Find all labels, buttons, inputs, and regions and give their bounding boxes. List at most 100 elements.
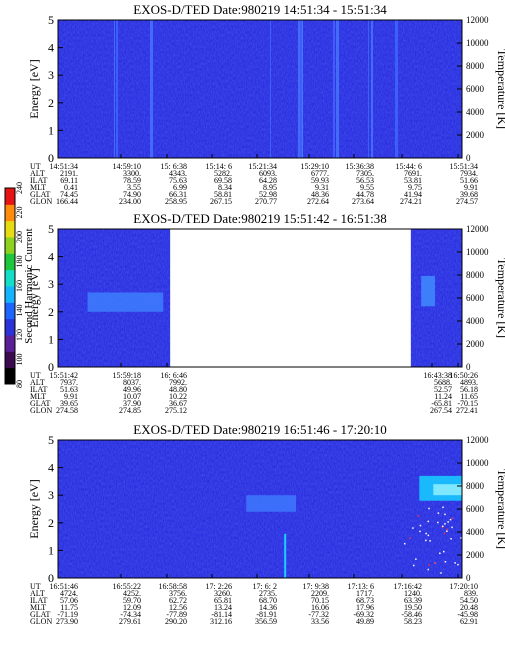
- orbit-value: 74.90: [123, 190, 141, 199]
- orbit-value: 17:16:42: [394, 582, 422, 591]
- panel-title: EXOS-D/TED Date:980219 15:51:42 - 16:51:…: [133, 211, 386, 226]
- y-tick-label: 2: [48, 516, 54, 530]
- orbit-value: 273.90: [56, 617, 78, 626]
- orbit-value: 7934.: [460, 169, 478, 178]
- scatter-dot: [443, 532, 446, 535]
- orbit-value: 52.98: [259, 190, 277, 199]
- y2-tick-label: 0: [466, 573, 471, 583]
- orbit-value: -74.34: [120, 610, 141, 619]
- orbit-value: 9.31: [315, 183, 329, 192]
- y2-axis-label: Temperature [K]: [495, 49, 505, 129]
- orbit-row-label: MLT: [30, 392, 46, 401]
- orbit-value: 15:51:42: [50, 371, 78, 380]
- orbit-value: 68.73: [356, 596, 374, 605]
- orbit-value: 3300.: [123, 169, 141, 178]
- orbit-value: 1240.: [404, 589, 422, 598]
- y-tick-label: 0: [48, 360, 54, 374]
- orbit-value: 78.59: [123, 176, 141, 185]
- scatter-dot: [441, 526, 444, 528]
- y-tick-label: 5: [48, 13, 54, 27]
- orbit-row-label: ALT: [30, 378, 45, 387]
- orbit-value: 11.65: [460, 392, 478, 401]
- y-tick-label: 2: [48, 305, 54, 319]
- y2-tick-label: 4000: [466, 107, 485, 117]
- orbit-value: 49.96: [123, 385, 141, 394]
- orbit-value: 66.31: [169, 190, 187, 199]
- intensity-streak: [116, 20, 118, 158]
- orbit-value: 274.58: [56, 406, 78, 415]
- orbit-value: -70.15: [457, 399, 478, 408]
- orbit-value: -58.46: [401, 610, 422, 619]
- orbit-value: 17: 6: 2: [253, 582, 277, 591]
- orbit-value: 14.36: [259, 603, 277, 612]
- orbit-row-label: ILAT: [30, 596, 47, 605]
- orbit-value: -77.89: [166, 610, 187, 619]
- intensity-streak: [333, 20, 335, 158]
- orbit-value: 4893.: [460, 378, 478, 387]
- y2-tick-label: 12000: [466, 224, 489, 234]
- orbit-value: 3.55: [127, 183, 141, 192]
- orbit-value: 16: 6:46: [161, 371, 187, 380]
- energy-band: [421, 275, 435, 307]
- orbit-value: 290.20: [165, 617, 187, 626]
- orbit-value: 11.75: [60, 603, 78, 612]
- orbit-value: 9.75: [408, 183, 422, 192]
- y2-tick-label: 10000: [466, 247, 489, 257]
- orbit-value: 17:13: 6: [348, 582, 374, 591]
- y-tick-label: 5: [48, 222, 54, 236]
- orbit-value: 15:14: 6: [206, 162, 232, 171]
- orbit-value: 54.50: [460, 596, 478, 605]
- scatter-dot: [425, 539, 427, 542]
- scatter-dot: [444, 561, 447, 563]
- orbit-value: 4343.: [169, 169, 187, 178]
- colorbar-tick-label: 160: [15, 280, 24, 292]
- colorbar-swatch: [5, 286, 15, 303]
- y2-tick-label: 0: [466, 362, 471, 372]
- orbit-value: 70.15: [311, 596, 329, 605]
- orbit-value: 9.91: [64, 392, 78, 401]
- orbit-row-label: ILAT: [30, 176, 47, 185]
- orbit-value: 270.77: [255, 197, 277, 206]
- energy-band: [246, 495, 297, 512]
- y-tick-label: 3: [48, 277, 54, 291]
- orbit-value: 62.72: [169, 596, 187, 605]
- energy-band: [433, 484, 462, 496]
- orbit-value: 272.41: [456, 406, 478, 415]
- scatter-dot: [460, 537, 462, 539]
- scatter-dot: [451, 517, 453, 520]
- scatter-dot: [446, 528, 449, 531]
- orbit-value: 17: 9:38: [303, 582, 329, 591]
- orbit-row-label: GLON: [30, 617, 52, 626]
- orbit-value: 63.39: [404, 596, 422, 605]
- y-axis-label: Energy [eV]: [27, 479, 41, 538]
- orbit-value: -69.32: [353, 610, 374, 619]
- intensity-streak: [270, 20, 271, 158]
- y-tick-label: 3: [48, 68, 54, 82]
- colorbar-tick-label: 200: [15, 231, 24, 243]
- scatter-dot: [447, 521, 449, 523]
- y2-tick-label: 8000: [466, 481, 485, 491]
- orbit-value: 274.21: [400, 197, 422, 206]
- orbit-value: 36.67: [169, 399, 187, 408]
- spectrogram-texture: [410, 229, 462, 367]
- orbit-value: 267.54: [430, 406, 452, 415]
- orbit-value: 10.22: [169, 392, 187, 401]
- orbit-value: 14:51:34: [50, 162, 78, 171]
- y2-axis-label: Temperature [K]: [495, 469, 505, 549]
- orbit-value: 356.59: [255, 617, 277, 626]
- scatter-dot: [440, 572, 442, 574]
- orbit-value: 2735.: [259, 589, 277, 598]
- colorbar-swatch: [5, 367, 15, 385]
- orbit-value: 49.89: [356, 617, 374, 626]
- orbit-value: 14:59:10: [113, 162, 141, 171]
- y2-tick-label: 8000: [466, 61, 485, 71]
- scatter-dot: [427, 534, 430, 537]
- y2-tick-label: 12000: [466, 435, 489, 445]
- orbit-value: 274.57: [456, 197, 478, 206]
- scatter-dot: [449, 518, 452, 521]
- colorbar-swatch: [5, 253, 15, 271]
- scatter-dot: [439, 552, 441, 555]
- y2-tick-label: 4000: [466, 527, 485, 537]
- y-tick-label: 5: [48, 433, 54, 447]
- orbit-value: 16:58:58: [159, 582, 187, 591]
